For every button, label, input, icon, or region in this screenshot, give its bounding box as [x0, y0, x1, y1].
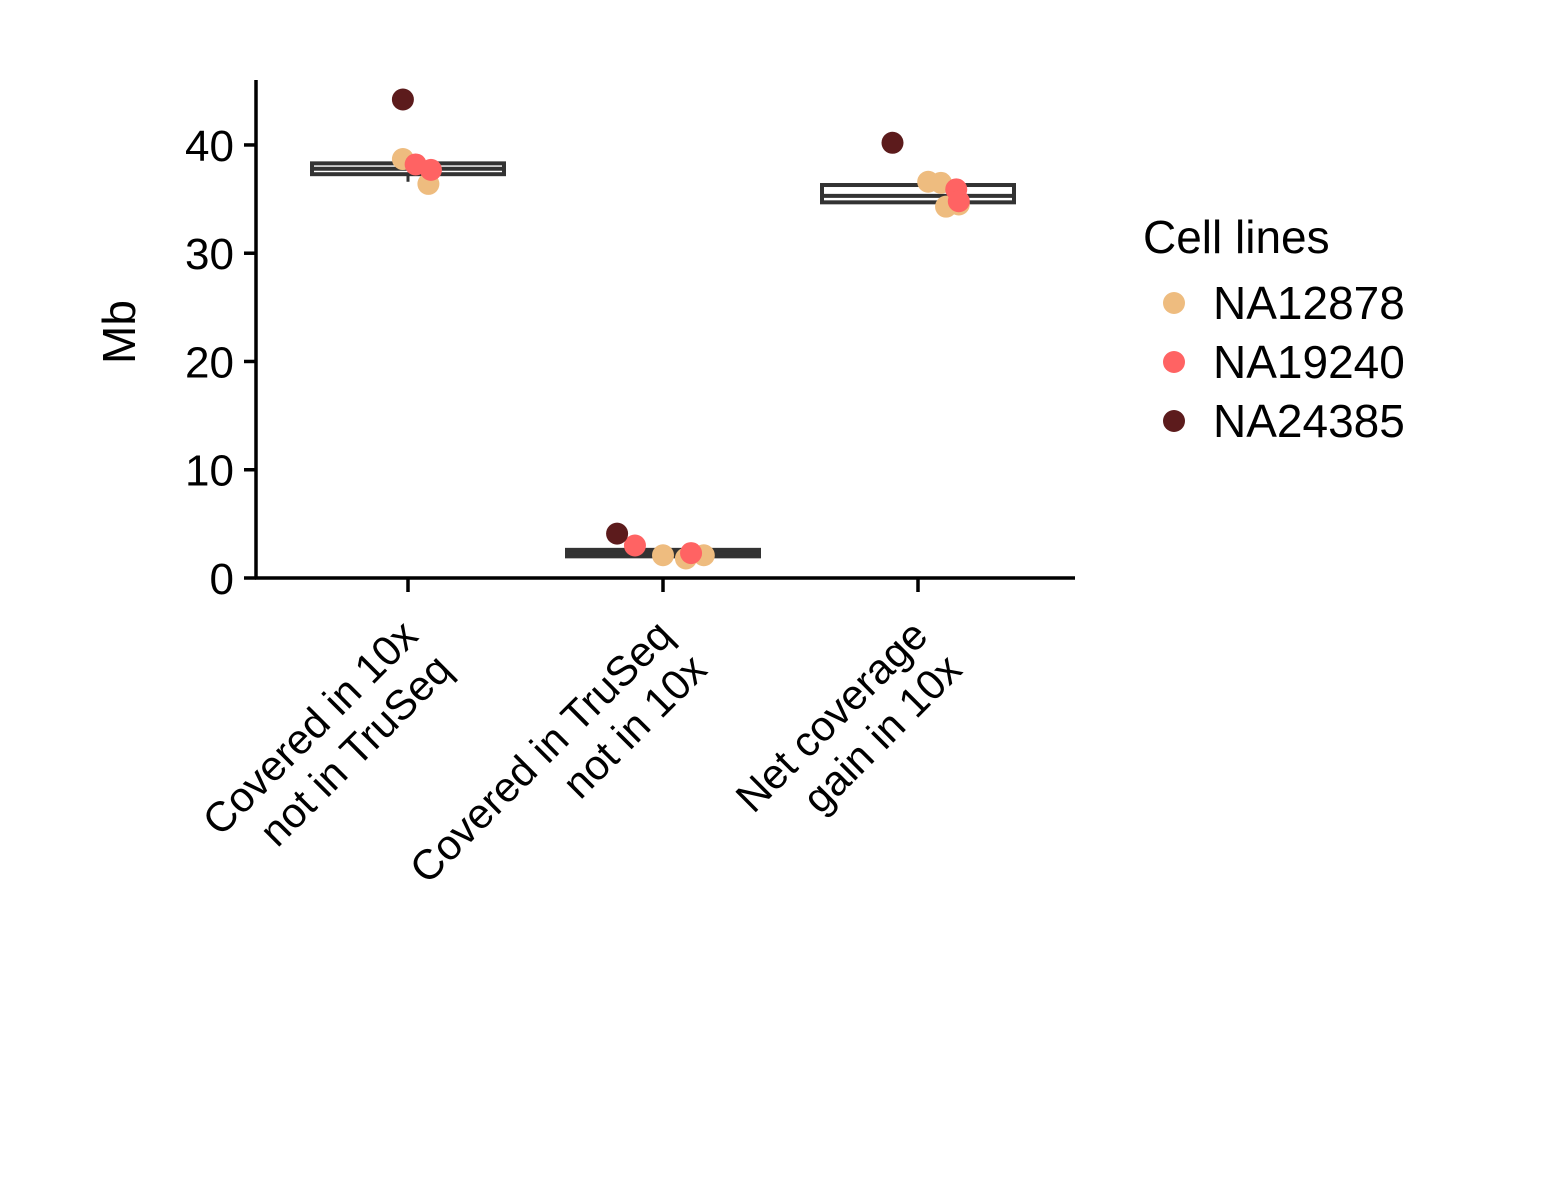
data-point: [947, 190, 970, 213]
box: [820, 183, 1016, 205]
legend-title: Cell lines: [1143, 211, 1330, 263]
data-point: [652, 544, 674, 567]
y-axis-title: Mb: [93, 300, 145, 364]
legend: Cell lines NA12878 NA19240 NA24385: [1143, 211, 1405, 447]
axes-layer: [254, 80, 1075, 580]
data-point: [881, 131, 904, 154]
y-tick-label: 0: [210, 555, 234, 604]
x-tick-label: Covered in TruSeqnot in 10x: [400, 611, 715, 926]
y-tick-label: 40: [185, 122, 234, 171]
boxes-layer: [310, 161, 1016, 559]
points-layer: [391, 88, 970, 570]
legend-label: NA24385: [1213, 395, 1405, 447]
data-point: [606, 522, 629, 545]
legend-items: NA12878 NA19240 NA24385: [1163, 277, 1405, 447]
data-point: [419, 158, 442, 181]
data-point: [623, 534, 646, 557]
legend-key: [1163, 292, 1185, 314]
y-tick-label: 10: [185, 447, 234, 496]
y-tick-label: 20: [185, 338, 234, 387]
x-tick-label: Net coveragegain in 10x: [726, 611, 970, 855]
data-point: [391, 88, 414, 111]
legend-label: NA19240: [1213, 336, 1405, 388]
y-tick-label: 30: [185, 230, 234, 279]
legend-label: NA12878: [1213, 277, 1405, 329]
data-point: [680, 542, 703, 565]
y-ticks: 0 10 20 30 40: [185, 122, 256, 604]
legend-key: [1163, 351, 1185, 373]
legend-key: [1163, 410, 1185, 432]
